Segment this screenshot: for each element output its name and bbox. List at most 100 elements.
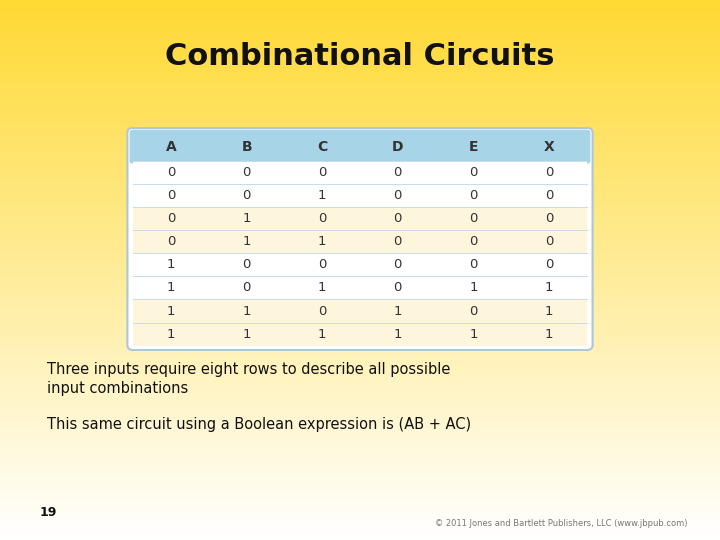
Bar <box>0 106 720 108</box>
Bar <box>0 205 720 207</box>
Bar <box>0 31 720 32</box>
Bar <box>0 153 720 155</box>
Bar <box>0 70 720 72</box>
Text: 0: 0 <box>469 258 477 272</box>
Bar <box>0 5 720 7</box>
Bar <box>0 450 720 452</box>
Bar <box>0 151 720 153</box>
Bar <box>0 178 720 180</box>
Bar <box>0 126 720 128</box>
Bar <box>0 281 720 282</box>
Text: 1: 1 <box>394 328 402 341</box>
Bar <box>133 300 587 322</box>
Bar <box>0 340 720 342</box>
Bar <box>0 243 720 245</box>
Bar <box>0 169 720 171</box>
Bar <box>133 322 587 346</box>
Bar <box>0 34 720 36</box>
Bar <box>0 160 720 162</box>
Bar <box>0 252 720 254</box>
Bar <box>0 115 720 117</box>
Bar <box>0 380 720 382</box>
Bar <box>0 97 720 99</box>
Bar <box>0 112 720 113</box>
Text: 0: 0 <box>243 258 251 272</box>
Bar <box>0 504 720 506</box>
Bar <box>0 42 720 43</box>
Bar <box>0 225 720 227</box>
Bar <box>0 232 720 234</box>
Bar <box>0 454 720 455</box>
Bar <box>0 471 720 474</box>
Bar <box>0 15 720 16</box>
Bar <box>0 155 720 157</box>
Bar <box>0 297 720 299</box>
Bar <box>0 194 720 196</box>
Bar <box>0 304 720 306</box>
Bar <box>0 201 720 204</box>
Bar <box>0 290 720 292</box>
Bar <box>0 333 720 335</box>
Bar <box>0 356 720 358</box>
Bar <box>133 276 587 300</box>
Bar <box>0 410 720 412</box>
Text: 0: 0 <box>545 212 553 225</box>
Bar <box>0 288 720 290</box>
Bar <box>0 363 720 366</box>
Bar <box>0 270 720 272</box>
Bar <box>0 43 720 45</box>
Bar <box>0 81 720 83</box>
Bar <box>0 428 720 430</box>
Bar <box>0 452 720 454</box>
Bar <box>0 277 720 279</box>
Bar <box>0 184 720 185</box>
Bar <box>0 437 720 439</box>
Bar <box>0 171 720 173</box>
Bar <box>0 90 720 92</box>
Bar <box>0 223 720 225</box>
Bar <box>0 466 720 468</box>
Bar <box>0 448 720 450</box>
Bar <box>0 12 720 15</box>
Text: 0: 0 <box>394 212 402 225</box>
Text: 0: 0 <box>394 258 402 272</box>
Bar <box>0 137 720 139</box>
Bar <box>0 174 720 177</box>
Bar <box>0 69 720 70</box>
Text: 1: 1 <box>318 189 326 202</box>
Bar <box>0 83 720 85</box>
Bar <box>0 360 720 362</box>
Bar <box>0 234 720 236</box>
Bar <box>0 396 720 398</box>
Bar <box>0 177 720 178</box>
Text: input combinations: input combinations <box>47 381 188 396</box>
Bar <box>0 491 720 493</box>
Bar <box>0 173 720 174</box>
Bar <box>0 63 720 65</box>
Bar <box>0 258 720 259</box>
Bar <box>0 58 720 59</box>
Bar <box>0 405 720 407</box>
Text: 0: 0 <box>318 212 326 225</box>
Text: 0: 0 <box>167 166 175 179</box>
Bar <box>0 85 720 86</box>
Bar <box>0 335 720 336</box>
Text: 0: 0 <box>243 166 251 179</box>
Bar <box>0 187 720 189</box>
Bar <box>0 164 720 166</box>
Bar <box>0 528 720 529</box>
Bar <box>0 432 720 434</box>
Bar <box>0 268 720 270</box>
Bar <box>0 221 720 223</box>
Bar <box>0 301 720 302</box>
Bar <box>0 520 720 522</box>
Text: 0: 0 <box>167 235 175 248</box>
Text: Three inputs require eight rows to describe all possible: Three inputs require eight rows to descr… <box>47 362 450 377</box>
Bar <box>133 161 587 184</box>
Text: 0: 0 <box>545 235 553 248</box>
Bar <box>0 36 720 38</box>
Bar <box>0 93 720 96</box>
Bar <box>0 416 720 417</box>
Text: 1: 1 <box>243 212 251 225</box>
Bar <box>0 470 720 471</box>
